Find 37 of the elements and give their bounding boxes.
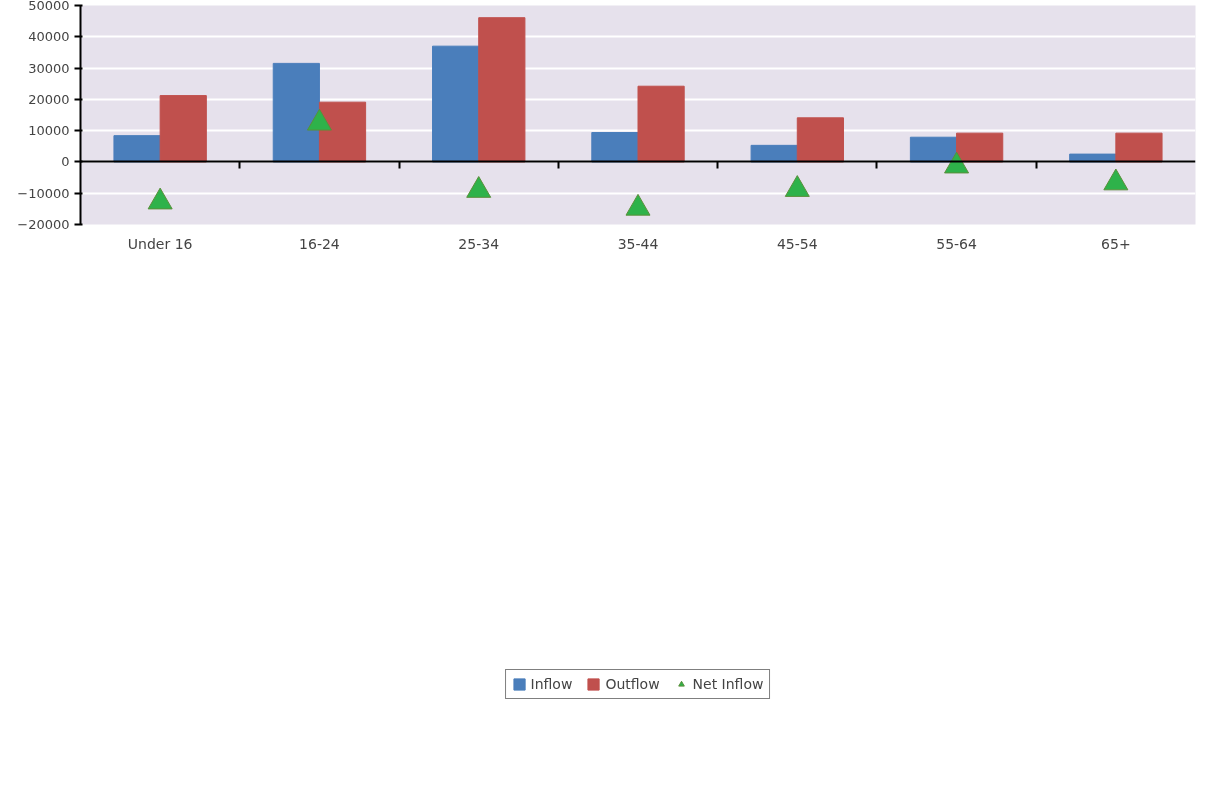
y-tick-label: 20000 [28,91,70,107]
bar [159,95,207,163]
x-tick-label: 65+ [1101,235,1131,252]
bar [796,117,844,163]
y-tick-label: −10000 [17,185,70,201]
y-tick-label: 50000 [28,0,70,13]
bar [432,45,480,163]
x-tick-label: 55-64 [936,235,977,252]
point [944,151,970,174]
y-tick-label: 40000 [28,29,70,45]
x-tick-label: 35-44 [617,235,659,252]
y-tick-label: −20000 [17,217,70,232]
bar [1115,132,1163,163]
x-tick-label: 45-54 [776,235,818,252]
bar [113,135,161,163]
bar [956,132,1004,163]
bar [637,85,685,163]
bar [318,101,367,163]
legend-label: Net Inflow [692,675,764,692]
y-tick-label: 10000 [28,123,70,139]
bar [591,132,639,163]
bar [272,62,320,163]
bar [750,144,798,163]
legend-label: Inflow [530,675,573,692]
y-tick-label: 30000 [28,60,70,76]
point [625,193,651,216]
point [306,108,332,131]
point [466,176,492,198]
point [1103,168,1129,191]
point [147,187,173,210]
point [784,175,810,197]
x-tick-label: 16-24 [299,235,340,252]
bar [478,17,526,163]
y-tick-label: 0 [61,154,70,170]
legend-label: Outflow [605,675,660,692]
x-tick-label: 25-34 [458,235,500,252]
x-tick-label: Under 16 [127,235,193,252]
